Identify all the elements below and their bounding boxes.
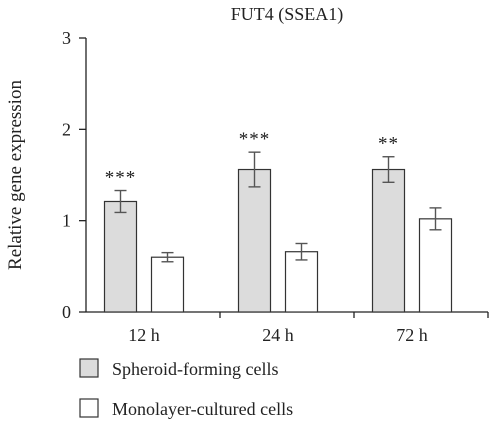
- error-bars: [114, 151, 442, 263]
- x-tick-label: 72 h: [396, 325, 428, 345]
- y-axis-label: Relative gene expression: [5, 80, 26, 270]
- y-tick-label: 0: [62, 302, 71, 322]
- significance-label: ***: [239, 129, 271, 150]
- legend-label-spheroid: Spheroid-forming cells: [112, 359, 278, 379]
- y-tick-label: 1: [62, 211, 71, 231]
- legend-swatch-monolayer: [79, 398, 99, 418]
- legend-label-monolayer: Monolayer-cultured cells: [112, 399, 293, 419]
- bar-monolayer-0: [150, 256, 185, 313]
- bar-monolayer-1: [284, 251, 319, 313]
- x-tick-label: 24 h: [262, 325, 294, 345]
- x-ticks: 12 h 24 h 72 h: [128, 312, 489, 345]
- y-tick-label: 2: [62, 119, 71, 139]
- significance-label: ***: [105, 168, 137, 189]
- y-tick-label: 3: [62, 28, 71, 48]
- bar-spheroid-2: [371, 168, 406, 313]
- significance-labels: ****** **: [105, 129, 399, 189]
- bar-spheroid-0: [103, 200, 138, 313]
- legend: Spheroid-forming cells Monolayer-cultured…: [79, 358, 293, 419]
- x-tick-label: 12 h: [128, 325, 160, 345]
- bar-spheroid-1: [237, 168, 272, 313]
- significance-label: **: [378, 134, 399, 155]
- chart-title: FUT4 (SSEA1): [231, 4, 344, 25]
- y-ticks: 0 1 2 3: [62, 28, 86, 322]
- legend-swatch-spheroid: [79, 358, 99, 378]
- bar-monolayer-2: [418, 218, 453, 313]
- bars: [103, 168, 453, 313]
